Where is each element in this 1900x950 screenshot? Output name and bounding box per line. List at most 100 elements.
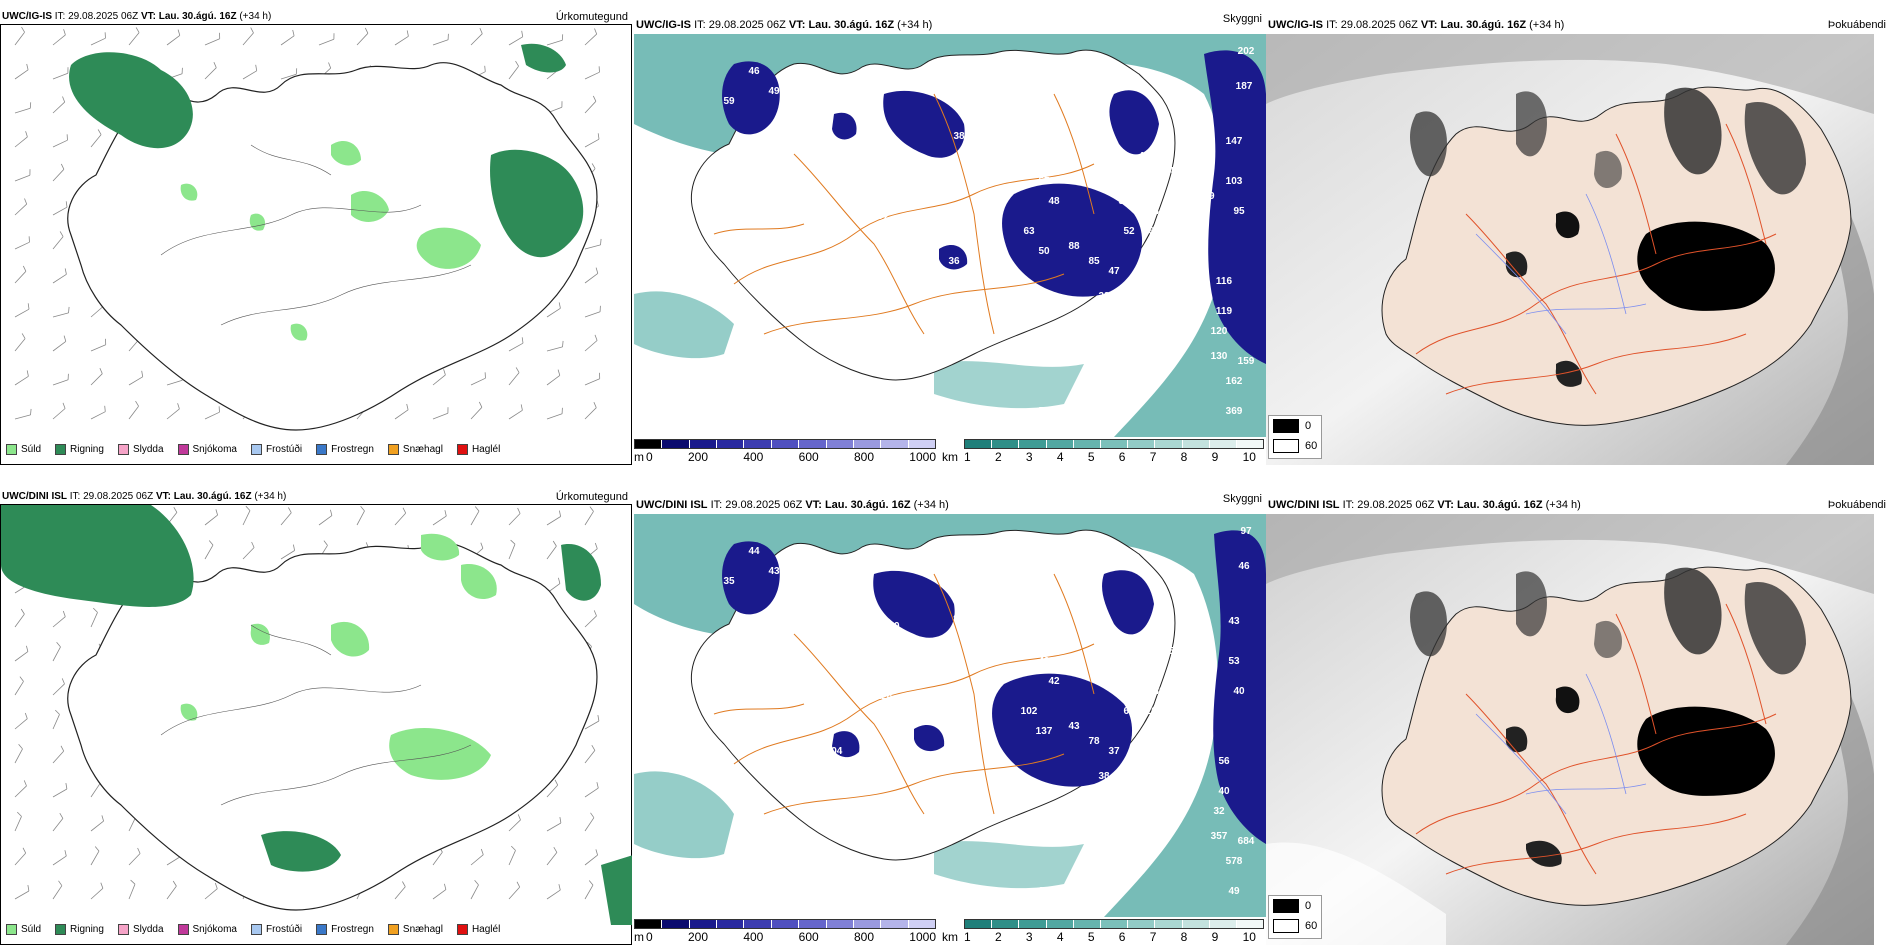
wind-barb-flag [360, 506, 365, 512]
precip-legend-item: Frostúði [250, 443, 302, 455]
wind-barb-flag [479, 28, 483, 34]
wind-barb [128, 405, 139, 420]
precip-legend-item: Slydda [117, 923, 164, 935]
cloud-base-label: 38 [1138, 776, 1150, 787]
wind-barb [584, 720, 600, 730]
wind-barb [508, 850, 516, 866]
wind-barb [166, 856, 181, 866]
wind-barb [508, 36, 523, 46]
fog-panel-row2: UWC/DINI ISL IT: 29.08.2025 06Z VT: Lau.… [1266, 490, 1900, 945]
fog-legend-swatch [1273, 919, 1299, 933]
cloud-base-label: 49 [1228, 886, 1240, 897]
cloud-base-label: 78 [1088, 736, 1100, 747]
wind-barb-flag [62, 402, 66, 409]
wind-barb-flag [443, 369, 446, 376]
precip-legend-swatch [250, 923, 262, 935]
wind-barb-flag [25, 131, 28, 138]
colorbar-segment [717, 920, 745, 928]
cloud-base-label: 42 [1203, 671, 1215, 682]
wind-barb [204, 67, 217, 80]
visibility-colorbar [964, 439, 1264, 449]
wind-barb-flag [591, 163, 596, 169]
wind-barb-flag [594, 542, 598, 549]
wind-barb [584, 787, 599, 798]
cloud-base-label: 102 [856, 766, 873, 777]
cloud-base-label: 50 [1038, 246, 1050, 257]
wind-barb [166, 35, 181, 46]
road-network [713, 93, 1095, 335]
cloud-base-label: 57 [1023, 116, 1035, 127]
iceland-land [1381, 86, 1852, 426]
wind-barb [204, 888, 218, 900]
colorbar-segment [1182, 920, 1210, 928]
panel-header: UWC/DINI ISL IT: 29.08.2025 06Z VT: Lau.… [1266, 496, 1900, 514]
wind-barb [90, 850, 100, 866]
colorbar-tick: 0 [646, 450, 653, 464]
colorbar-tick: 7 [1149, 930, 1157, 944]
colorbar-segment [881, 440, 909, 448]
cloud-base-label: 46 [1238, 561, 1250, 572]
wind-barb [52, 139, 68, 148]
precip-legend-label: Snæhagl [402, 443, 443, 455]
fog-core-area [1637, 706, 1775, 796]
wind-barb [280, 73, 297, 80]
wind-barb [280, 512, 292, 526]
cloud-base-label: 44 [888, 141, 900, 152]
wind-barb [52, 683, 65, 696]
precip-legend-swatch [55, 923, 67, 935]
colorbar-tick: 8 [1180, 450, 1188, 464]
wind-barb-flag [592, 95, 597, 102]
colorbar-segment [1128, 440, 1156, 448]
cloud-base-label: 103 [1226, 176, 1243, 187]
colorbar-tick: 8 [1180, 930, 1188, 944]
cloud-base-label: 50 [1038, 111, 1050, 122]
colorbar-segment [1073, 440, 1101, 448]
wind-barb [470, 854, 484, 866]
wind-barb [52, 72, 69, 80]
wind-barb-flag [293, 544, 295, 551]
wind-barb [584, 854, 598, 866]
low-cloud-areas [722, 50, 1266, 365]
iceland-land [1381, 566, 1852, 906]
iceland-land [690, 49, 1176, 381]
wind-barb-flag [521, 30, 524, 37]
fog-legend-value: 0 [1305, 900, 1312, 912]
colorbar-tick: 1 [964, 930, 971, 944]
colorbar-segment [799, 920, 827, 928]
wind-barb-flag [99, 368, 103, 374]
wind-barb [470, 884, 479, 900]
wind-barb [584, 273, 599, 284]
cloud-base-label: 74 [1088, 646, 1100, 657]
cloud-base-label: 43 [1068, 721, 1080, 732]
cloud-base-label: 49 [1138, 296, 1150, 307]
wind-barb-flag [94, 846, 100, 852]
wind-barb-flag [63, 335, 67, 342]
wind-barb-flag [21, 333, 26, 339]
precip-map [0, 504, 632, 945]
cloud-base-label: 43 [768, 566, 780, 577]
wind-barb-flag [562, 340, 564, 347]
cloud-base-label: 107 [1186, 276, 1203, 287]
wind-barb [128, 32, 140, 46]
wind-barb [52, 101, 65, 114]
colorbar-segment [662, 440, 690, 448]
wind-barb-flag [480, 848, 484, 855]
precip-legend-label: Haglél [471, 923, 501, 935]
wind-barb [584, 244, 601, 250]
precip-legend-item: Rigning [55, 923, 104, 935]
wind-barb [52, 408, 66, 420]
fog-legend-value: 0 [1305, 420, 1312, 432]
wind-barb-flag [444, 510, 447, 517]
wind-barb [584, 71, 600, 80]
wind-barb [14, 174, 31, 182]
colorbar-tick: 3 [1025, 450, 1033, 464]
wind-barb [14, 890, 30, 900]
cloud-base-label: 42 [1138, 151, 1150, 162]
wind-barb-flag [64, 268, 67, 275]
wind-barb-flag [511, 845, 516, 851]
wind-barb [14, 852, 26, 866]
it-value: 29.08.2025 06Z [68, 11, 139, 22]
precip-legend-swatch [316, 443, 328, 455]
wind-barb [14, 718, 28, 730]
lead-time: (+34 h) [254, 491, 287, 502]
